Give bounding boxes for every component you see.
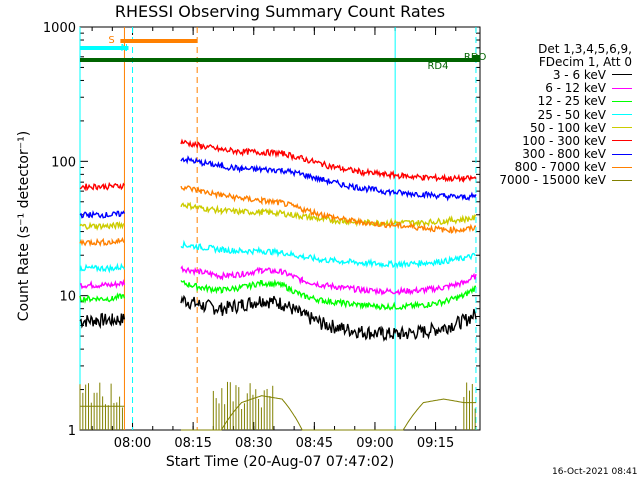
legend-swatch xyxy=(612,74,632,76)
x-tick-label: 09:15 xyxy=(417,436,454,451)
legend-swatch xyxy=(612,127,632,129)
x-axis-label: Start Time (20-Aug-07 07:47:02) xyxy=(165,454,395,470)
x-tick-label: 08:30 xyxy=(235,436,272,451)
series-line xyxy=(79,292,126,304)
series-line xyxy=(79,220,125,232)
y-tick-label: 1 xyxy=(68,424,76,439)
series-line xyxy=(79,312,126,330)
legend-entry: 6 - 12 keV xyxy=(462,81,632,96)
series-line xyxy=(180,294,477,342)
legend-entry: 25 - 50 keV xyxy=(462,107,632,122)
legend: Det 1,3,4,5,6,9, FDecim 1, Att 0 3 - 6 k… xyxy=(462,42,632,187)
series-line xyxy=(79,210,126,219)
series-line xyxy=(79,262,126,274)
legend-label: 3 - 6 keV xyxy=(552,67,606,82)
x-tick-label: 08:45 xyxy=(296,436,333,451)
legend-entry: 12 - 25 keV xyxy=(462,94,632,109)
series-line xyxy=(79,279,126,290)
y-axis-label: Count Rate (s⁻¹ detector⁻¹) xyxy=(16,130,32,322)
series-line xyxy=(180,185,476,235)
series-line xyxy=(180,278,477,311)
series-line xyxy=(180,201,477,228)
legend-swatch xyxy=(612,114,632,116)
plot-frame xyxy=(79,26,481,431)
flag-label: RDO xyxy=(464,52,487,63)
y-tick-label: 10 xyxy=(59,290,76,305)
x-tick-label: 08:15 xyxy=(174,436,211,451)
legend-label: 6 - 12 keV xyxy=(545,81,606,96)
x-tick-label: 09:00 xyxy=(356,436,393,451)
series-line xyxy=(181,395,476,431)
legend-header-line: Det 1,3,4,5,6,9, xyxy=(538,41,632,56)
y-tick-label: 1000 xyxy=(43,21,76,36)
legend-swatch xyxy=(612,87,632,89)
legend-entry: 7000 - 15000 keV xyxy=(462,173,632,188)
series-line xyxy=(180,239,477,270)
legend-swatch xyxy=(612,166,632,168)
legend-swatch xyxy=(612,140,632,142)
y-tick-label: 100 xyxy=(51,155,76,170)
legend-label: 100 - 300 keV xyxy=(522,133,606,148)
legend-entry: 800 - 7000 keV xyxy=(462,160,632,175)
legend-label: 12 - 25 keV xyxy=(537,94,606,109)
legend-items: 3 - 6 keV 6 - 12 keV 12 - 25 keV 25 - 50 ke… xyxy=(462,68,632,187)
legend-label: 50 - 100 keV xyxy=(529,120,606,135)
chart-title: RHESSI Observing Summary Count Rates xyxy=(114,2,446,21)
series-line xyxy=(180,155,477,202)
series-line xyxy=(79,236,125,247)
legend-header-line: FDecim 1, Att 0 xyxy=(538,54,632,69)
series-line xyxy=(180,138,477,184)
legend-label: 800 - 7000 keV xyxy=(514,160,606,175)
series-line xyxy=(180,265,477,296)
flag-label: RD4 xyxy=(427,61,448,72)
flag-label: S xyxy=(108,35,114,46)
legend-entry: 50 - 100 keV xyxy=(462,120,632,135)
legend-entry: 3 - 6 keV xyxy=(462,67,632,82)
series-line xyxy=(79,181,125,192)
legend-entry: 300 - 800 keV xyxy=(462,147,632,162)
flag-label: N xyxy=(120,43,127,54)
legend-swatch xyxy=(612,179,632,181)
timestamp: 16-Oct-2021 08:41 xyxy=(552,467,638,477)
legend-swatch xyxy=(612,153,632,155)
legend-swatch xyxy=(612,100,632,102)
legend-label: 300 - 800 keV xyxy=(522,147,606,162)
x-tick-label: 08:00 xyxy=(114,436,151,451)
legend-label: 25 - 50 keV xyxy=(537,107,606,122)
legend-entry: 100 - 300 keV xyxy=(462,133,632,148)
legend-label: 7000 - 15000 keV xyxy=(499,173,606,188)
